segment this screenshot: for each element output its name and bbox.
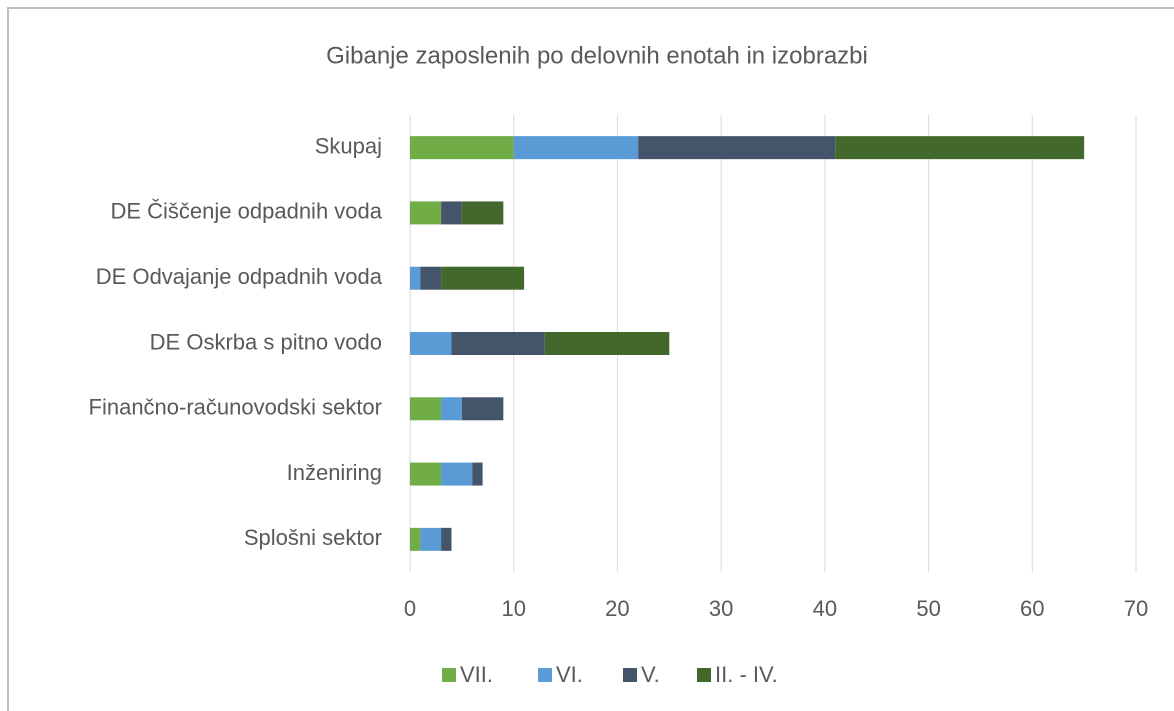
legend-swatch <box>538 668 552 682</box>
y-tick-label: Skupaj <box>315 133 382 158</box>
chart-border <box>7 7 1174 711</box>
bar-segment <box>410 201 442 225</box>
bar-segment <box>410 397 442 421</box>
bar-segment <box>835 136 1085 160</box>
legend-label: VI. <box>556 662 583 687</box>
bar-segment <box>451 332 545 355</box>
bar-segment <box>472 462 483 486</box>
chart-title: Gibanje zaposlenih po delovnih enotah in… <box>326 42 868 69</box>
bar-segment <box>638 136 836 160</box>
bar-segment <box>441 527 452 551</box>
bar-segment <box>441 397 462 421</box>
bar-segment <box>410 266 421 290</box>
bar-segment <box>441 266 525 290</box>
bar-segment <box>544 332 670 355</box>
x-tick-label: 50 <box>916 596 940 621</box>
bar-segment <box>441 201 462 225</box>
bar-segment <box>420 527 442 551</box>
bar-segment <box>410 136 514 160</box>
legend-swatch <box>623 668 637 682</box>
legend-label: VII. <box>460 662 493 687</box>
bar-segment <box>461 397 504 421</box>
legend-label: V. <box>641 662 660 687</box>
x-tick-label: 70 <box>1124 596 1148 621</box>
x-tick-label: 40 <box>813 596 837 621</box>
legend-swatch <box>697 668 711 682</box>
y-tick-label: Inženiring <box>287 460 382 485</box>
y-tick-label: DE Čiščenje odpadnih voda <box>110 199 382 224</box>
x-tick-label: 30 <box>709 596 733 621</box>
legend-label: II. - IV. <box>715 662 778 687</box>
x-tick-label: 0 <box>404 596 416 621</box>
bar-segment <box>410 462 442 486</box>
bar-segment <box>461 201 504 225</box>
x-tick-label: 20 <box>605 596 629 621</box>
y-tick-label: DE Oskrba s pitno vodo <box>150 329 382 354</box>
y-tick-label: Finančno-računovodski sektor <box>89 395 382 420</box>
y-tick-label: Splošni sektor <box>244 525 382 550</box>
bar-segment <box>420 266 442 290</box>
x-tick-label: 10 <box>501 596 525 621</box>
bar-segment <box>410 527 421 551</box>
bar-segment <box>513 136 639 160</box>
x-tick-label: 60 <box>1020 596 1044 621</box>
legend-swatch <box>442 668 456 682</box>
bar-segment <box>441 462 473 486</box>
bar-segment <box>410 332 452 355</box>
y-tick-label: DE Odvajanje odpadnih voda <box>96 264 383 289</box>
